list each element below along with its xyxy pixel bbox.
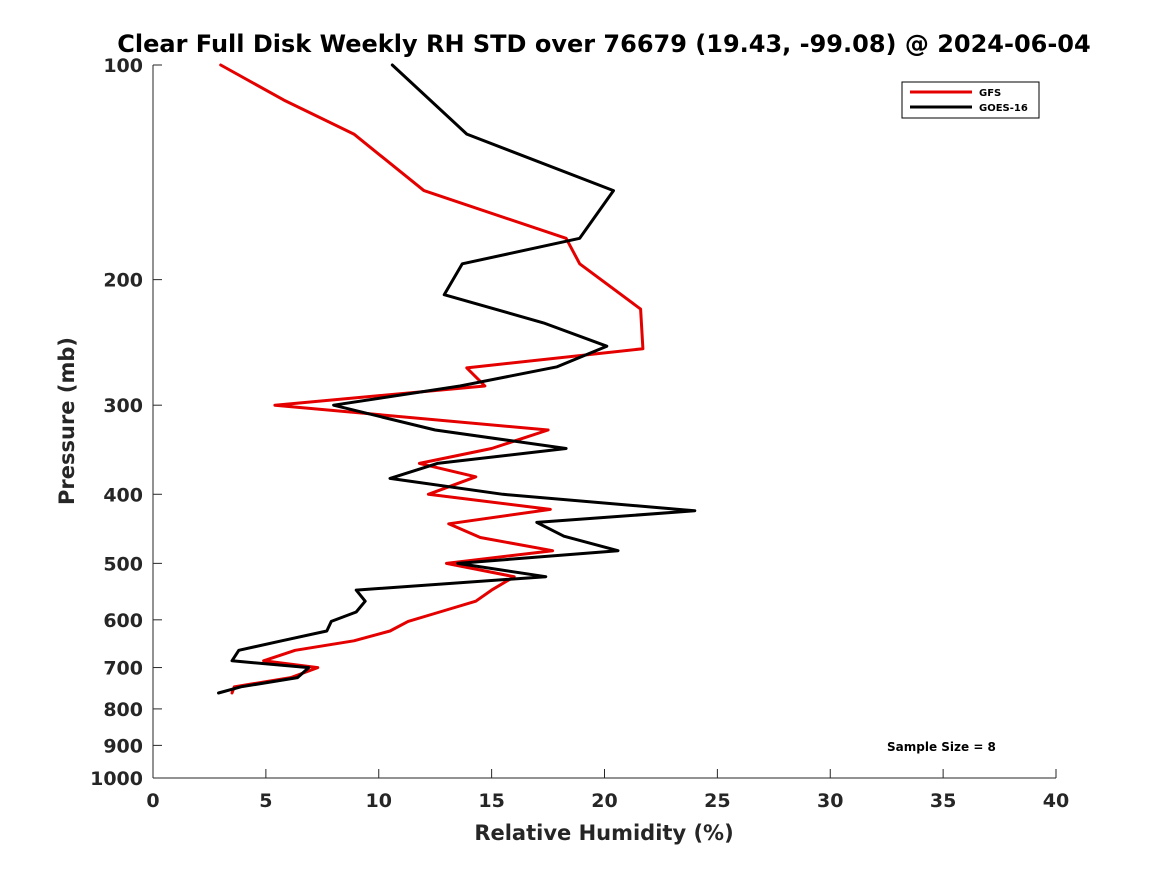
y-axis-label: Pressure (mb) [55,337,79,505]
x-tick-label: 15 [478,790,504,812]
x-tick-label: 5 [259,790,272,812]
sample-size-annotation: Sample Size = 8 [887,740,996,754]
y-tick-label: 600 [103,610,143,632]
y-tick-label: 500 [103,553,143,575]
x-tick-label: 0 [146,790,159,812]
x-tick-label: 20 [591,790,617,812]
x-axis-label: Relative Humidity (%) [474,821,733,845]
legend: GFS GOES-16 [901,81,1040,119]
series-line-gfs [219,63,645,695]
x-tick-label: 25 [704,790,730,812]
y-tick-label: 300 [103,395,143,417]
y-tick-label: 200 [103,270,143,292]
y-tick-label: 400 [103,484,143,506]
plot-area: 0 5 10 15 20 25 30 35 40 100 200 300 400 500 600 700 800… [90,55,1069,812]
y-tick-label: 700 [103,658,143,680]
y-tick-label: 1000 [90,768,143,790]
x-tick-label: 35 [930,790,956,812]
y-tick-label: 100 [103,55,143,77]
legend-label-goes16: GOES-16 [979,103,1028,114]
y-tick-label: 900 [103,735,143,757]
y-tick-label: 800 [103,699,143,721]
x-tick-label: 40 [1043,790,1069,812]
series-line-goes-16 [217,63,697,695]
x-tick-label: 30 [817,790,843,812]
x-tick-label: 10 [366,790,392,812]
legend-box [901,81,1040,119]
chart-title: Clear Full Disk Weekly RH STD over 76679… [117,30,1090,58]
legend-label-gfs: GFS [979,88,1001,99]
